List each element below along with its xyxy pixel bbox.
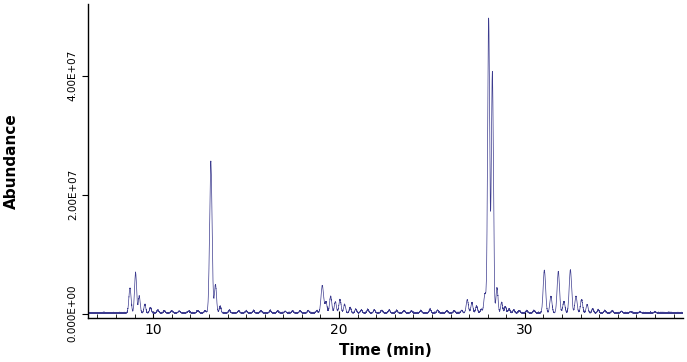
Y-axis label: Abundance: Abundance [4, 113, 19, 209]
X-axis label: Time (min): Time (min) [339, 343, 432, 358]
